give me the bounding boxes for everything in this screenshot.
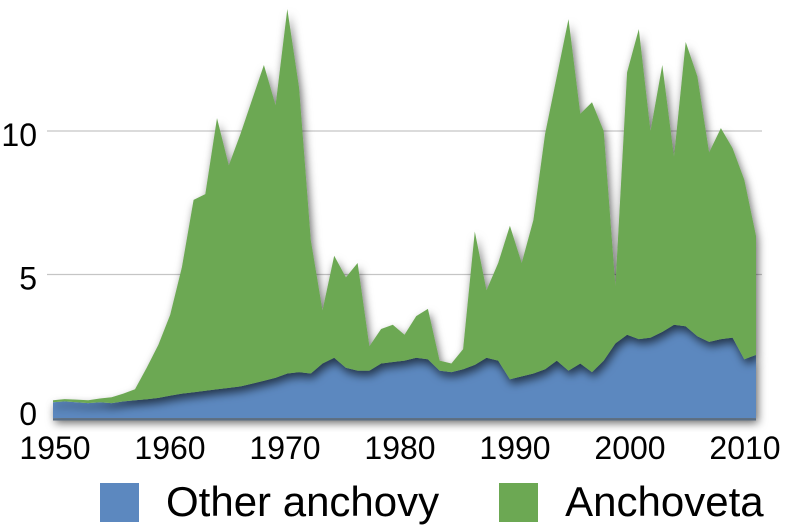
x-tick-label: 1970	[249, 430, 320, 466]
other-anchovy-area	[53, 324, 756, 418]
legend-label-anchoveta: Anchoveta	[565, 478, 764, 525]
x-tick-label: 1990	[479, 430, 550, 466]
x-axis-tick-labels: 1950 1960 1970 1980 1990 2000 2010	[19, 430, 780, 466]
anchoveta-area	[53, 9, 756, 404]
legend-swatch-anchoveta	[499, 482, 539, 522]
legend: Other anchovy Anchoveta	[100, 481, 764, 523]
y-axis-tick-labels: 0 5 10	[1, 117, 37, 432]
x-tick-label: 1980	[364, 430, 435, 466]
y-tick-label: 0	[19, 396, 37, 432]
legend-item-other-anchovy: Other anchovy	[100, 481, 439, 523]
y-tick-label: 10	[1, 117, 37, 153]
legend-label-other-anchovy: Other anchovy	[166, 478, 440, 525]
x-tick-label: 2000	[594, 430, 665, 466]
legend-swatch-other-anchovy	[100, 482, 139, 522]
x-tick-label: 1960	[134, 430, 205, 466]
x-tick-label: 2010	[709, 430, 780, 466]
y-tick-label: 5	[19, 261, 37, 297]
legend-item-anchoveta: Anchoveta	[499, 478, 764, 525]
x-tick-label: 1950	[19, 430, 90, 466]
